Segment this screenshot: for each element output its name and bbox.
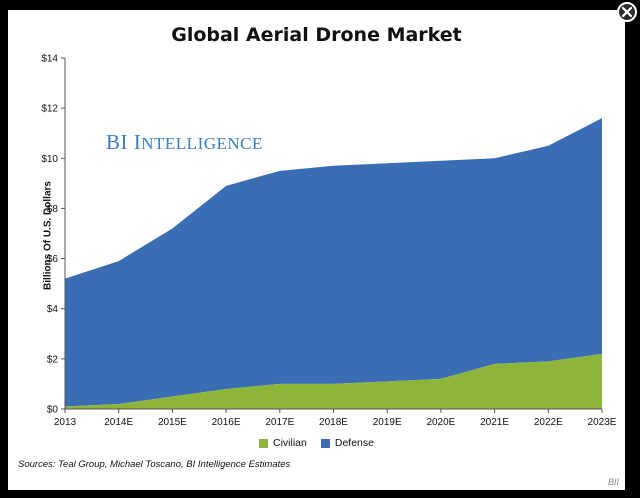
x-tick-label: 2023E	[588, 417, 617, 428]
watermark-word-2: NTELLIGENCE	[141, 134, 263, 153]
y-tick-label: $2	[47, 354, 59, 365]
y-tick-label: $6	[47, 254, 59, 265]
watermark-word-1: BI	[106, 130, 128, 154]
x-tick-label: 2017E	[265, 417, 294, 428]
legend-swatch-civilian	[259, 438, 269, 448]
legend-item-civilian: Civilian	[259, 437, 307, 449]
watermark: BI INTELLIGENCE	[106, 130, 263, 155]
x-tick-label: 2022E	[534, 417, 563, 428]
legend: Civilian Defense	[8, 437, 625, 449]
brand-mark: BII	[607, 477, 619, 487]
area-chart: $0 $2 $4 $6 $8 $10 $12 $14 2013 2014E 2015E 2016E 20…	[41, 54, 617, 429]
chart-title: Global Aerial Drone Market	[171, 24, 462, 46]
y-tick-label: $8	[47, 204, 59, 215]
y-axis-label: Billions Of U.S. Dollars	[42, 181, 54, 290]
x-tick-label: 2018E	[319, 417, 348, 428]
watermark-initial: I	[133, 130, 142, 154]
close-icon	[621, 6, 633, 18]
x-tick-label: 2021E	[480, 417, 509, 428]
legend-swatch-defense	[320, 438, 330, 448]
x-tick-label: 2016E	[212, 417, 241, 428]
x-tick-label: 2014E	[104, 417, 133, 428]
y-tick-label: $12	[41, 104, 58, 115]
y-tick-label: $0	[47, 405, 59, 416]
close-button[interactable]	[617, 2, 637, 22]
x-tick-label: 2013	[54, 417, 77, 428]
legend-item-defense: Defense	[320, 437, 374, 449]
legend-label-defense: Defense	[334, 437, 374, 449]
y-tick-label: $14	[41, 54, 58, 65]
chart-frame: Global Aerial Drone Market $0 $2 $4 $6 $8 $10…	[8, 10, 625, 490]
x-tick-label: 2020E	[426, 417, 455, 428]
area-defense	[65, 118, 602, 407]
x-tick-label: 2015E	[158, 417, 187, 428]
y-tick-label: $4	[47, 304, 59, 315]
x-tick-label: 2019E	[373, 417, 402, 428]
legend-label-civilian: Civilian	[273, 437, 307, 449]
source-note: Sources: Teal Group, Michael Toscano, BI…	[18, 459, 291, 470]
y-tick-label: $10	[41, 154, 58, 165]
area-civilian	[65, 353, 602, 409]
